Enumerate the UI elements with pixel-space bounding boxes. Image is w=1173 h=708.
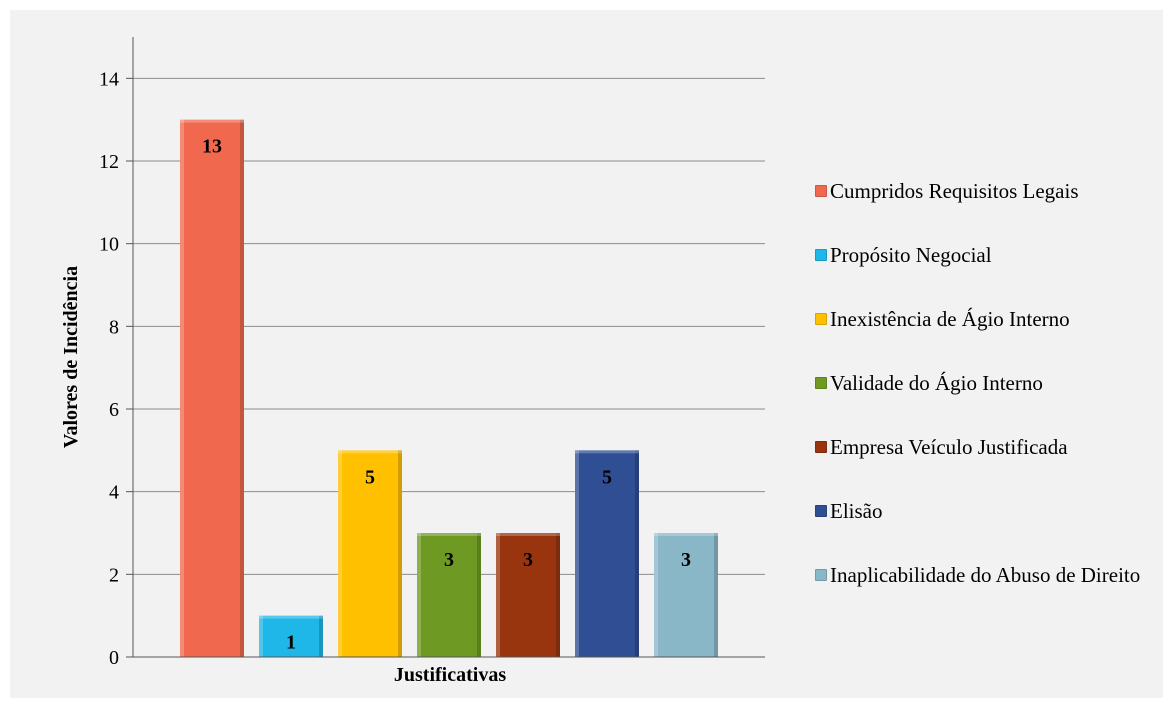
bar-bevel: [338, 450, 342, 657]
legend-label: Elisão: [830, 499, 883, 523]
bar-bevel: [654, 533, 658, 657]
legend-item: Elisão: [815, 500, 1173, 564]
y-tick-label: 8: [109, 316, 119, 338]
bar-bevel: [496, 533, 560, 536]
legend-label: Inexistência de Ágio Interno: [830, 307, 1070, 331]
legend-item: Cumpridos Requisitos Legais: [815, 180, 1173, 244]
y-axis-label: Valores de Incidência: [60, 266, 82, 448]
bar-bevel: [417, 533, 481, 536]
bar-bevel: [556, 533, 560, 657]
y-tick-label: 0: [109, 647, 119, 669]
data-label: 3: [444, 549, 454, 571]
legend-swatch: [815, 377, 827, 389]
data-label: 5: [365, 466, 375, 488]
bar: [338, 450, 402, 657]
y-tick-label: 14: [99, 68, 119, 90]
legend-item: Inaplicabilidade do Abuso de Direito: [815, 564, 1173, 628]
legend-swatch: [815, 441, 827, 453]
bars: 13 1 5 3 3 5 3: [180, 119, 718, 657]
x-axis-label: Justificativas: [394, 664, 506, 686]
chart-area: 13 1 5 3 3 5 3 0 2 4 6 8 10 12 14 Justificativas Valo…: [10, 10, 1163, 698]
bar-bevel: [496, 533, 500, 657]
bar-bevel: [477, 533, 481, 657]
legend-swatch: [815, 569, 827, 581]
bar: [496, 533, 560, 657]
data-label: 13: [202, 136, 222, 158]
bar-bevel: [259, 615, 323, 619]
legend-item: Validade do Ágio Interno: [815, 372, 1173, 436]
y-tick-label: 10: [99, 234, 119, 256]
data-label: 1: [286, 632, 296, 654]
legend: Cumpridos Requisitos Legais Propósito Neg…: [815, 180, 1173, 628]
bar: [417, 533, 481, 657]
legend-swatch: [815, 249, 827, 261]
bar: [575, 450, 639, 657]
bar-bevel: [714, 533, 718, 657]
data-label: 5: [602, 466, 612, 488]
y-tick-label: 12: [99, 151, 119, 173]
bar: [180, 119, 244, 657]
bar-bevel: [180, 119, 184, 657]
legend-item: Empresa Veículo Justificada: [815, 436, 1173, 500]
y-tick-label: 4: [109, 482, 119, 504]
bar-bevel: [575, 450, 579, 657]
bar-bevel: [319, 615, 323, 657]
legend-label: Validade do Ágio Interno: [830, 371, 1043, 395]
legend-swatch: [815, 313, 827, 325]
legend-swatch: [815, 185, 827, 197]
legend-label: Cumpridos Requisitos Legais: [830, 179, 1079, 203]
bar: [259, 615, 323, 657]
data-label: 3: [681, 549, 691, 571]
axes: 0 2 4 6 8 10 12 14: [99, 37, 765, 669]
bar-bevel: [575, 450, 639, 454]
bar-bevel: [180, 119, 244, 123]
bar-bevel: [654, 533, 718, 536]
y-tick-label: 2: [109, 564, 119, 586]
bar-bevel: [240, 119, 244, 657]
y-tick-label: 6: [109, 399, 119, 421]
bar-bevel: [338, 450, 402, 454]
bar-bevel: [398, 450, 402, 657]
bar-bevel: [417, 533, 421, 657]
legend-swatch: [815, 505, 827, 517]
data-label: 3: [523, 549, 533, 571]
legend-label: Inaplicabilidade do Abuso de Direito: [830, 563, 1141, 587]
legend-label: Empresa Veículo Justificada: [830, 435, 1068, 459]
bar-bevel: [635, 450, 639, 657]
legend-item: Propósito Negocial: [815, 244, 1173, 308]
legend-item: Inexistência de Ágio Interno: [815, 308, 1173, 372]
bar: [654, 533, 718, 657]
bar-bevel: [259, 615, 263, 657]
bar-chart: 13 1 5 3 3 5 3 0 2 4 6 8 10 12 14 Justificativas Valo…: [60, 37, 765, 686]
legend-label: Propósito Negocial: [830, 243, 992, 267]
